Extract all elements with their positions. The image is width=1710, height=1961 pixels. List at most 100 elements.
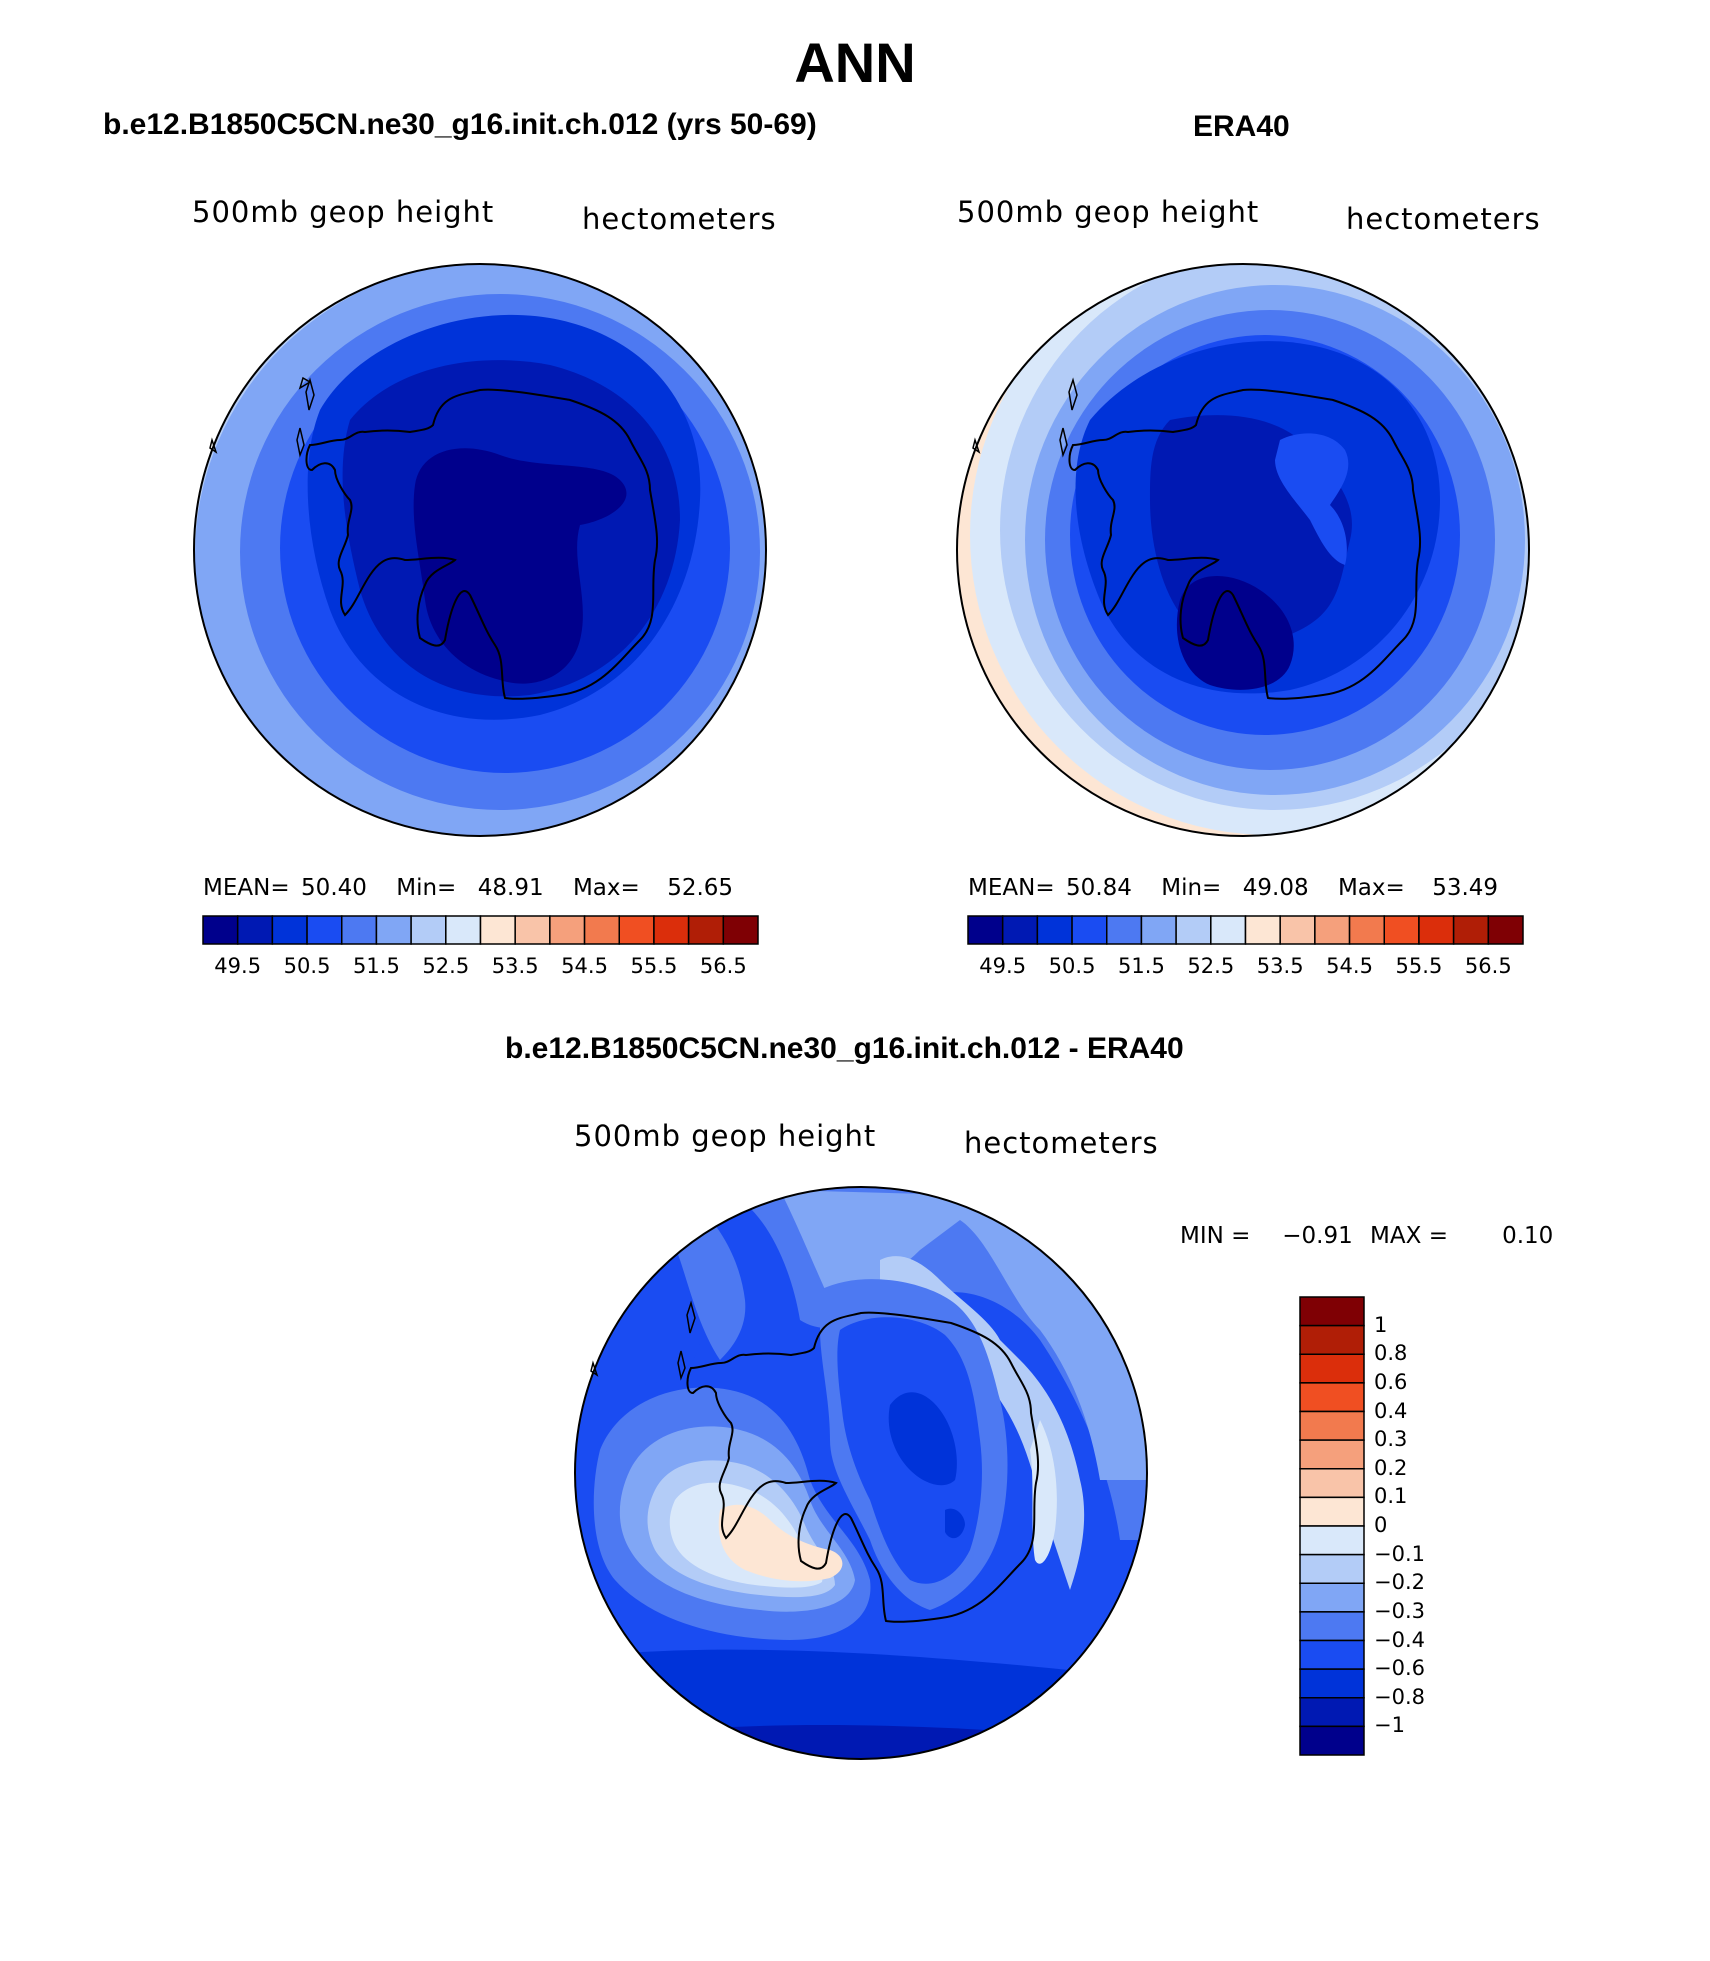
colorbar-swatch — [653, 915, 690, 945]
colorbar-tick-label: 0.2 — [1374, 1455, 1408, 1480]
colorbar-tick-label: 0.6 — [1374, 1369, 1408, 1394]
colorbar-swatch — [1299, 1296, 1365, 1327]
max-label: MAX = — [1370, 1223, 1448, 1249]
colorbar-swatch — [479, 915, 516, 945]
mean-label: MEAN= — [968, 875, 1055, 901]
mean-label: MEAN= — [203, 875, 290, 901]
diff-units-label: hectometers — [964, 1126, 1159, 1160]
colorbar-tick-label: −0.2 — [1374, 1570, 1425, 1595]
colorbar-swatch — [1175, 915, 1212, 945]
colorbar-swatch — [1418, 915, 1455, 945]
obs-stats: MEAN= 50.84 Min= 49.08 Max= 53.49 — [968, 875, 1498, 901]
colorbar-tick-label: 1 — [1374, 1312, 1388, 1337]
colorbar-swatch — [1299, 1668, 1365, 1699]
map-boundary — [956, 263, 1530, 837]
mean-value: 50.84 — [1066, 875, 1132, 901]
colorbar-swatch — [1244, 915, 1281, 945]
colorbar-swatch — [1210, 915, 1247, 945]
model-map — [193, 263, 767, 837]
colorbar-swatch — [1299, 1439, 1365, 1470]
colorbar-swatch — [375, 915, 412, 945]
colorbar-tick-label: 51.5 — [1118, 954, 1165, 978]
colorbar-tick-label: 49.5 — [979, 954, 1027, 978]
map-boundary — [193, 263, 767, 837]
colorbar-swatch — [1299, 1382, 1365, 1413]
model-variable-label: 500mb geop height — [192, 195, 495, 229]
colorbar-tick-label: 50.5 — [1048, 954, 1096, 978]
colorbar-tick-label: 53.5 — [491, 954, 539, 978]
map-boundary — [574, 1186, 1148, 1760]
min-label: Min= — [396, 875, 457, 901]
max-label: Max= — [572, 875, 640, 901]
diff-colorbar — [1299, 1296, 1365, 1756]
colorbar-tick-label: 54.5 — [561, 954, 608, 978]
model-stats: MEAN= 50.40 Min= 48.91 Max= 52.65 — [203, 875, 733, 901]
colorbar-swatch — [1299, 1525, 1365, 1556]
mean-value: 50.40 — [301, 875, 367, 901]
colorbar-tick-label: −0.8 — [1374, 1684, 1425, 1709]
colorbar-swatch — [236, 915, 274, 945]
colorbar-swatch — [445, 915, 482, 945]
colorbar-tick-label: −1 — [1374, 1713, 1405, 1738]
colorbar-tick-label: −0.3 — [1374, 1598, 1425, 1623]
colorbar-swatch — [1299, 1725, 1365, 1756]
max-value: 0.10 — [1502, 1223, 1554, 1249]
colorbar-swatch — [1299, 1611, 1365, 1642]
antarctica-coastline — [1068, 388, 1422, 700]
colorbar-swatch — [1299, 1353, 1365, 1384]
colorbar-swatch — [1036, 915, 1073, 945]
diff-map — [574, 1186, 1148, 1760]
colorbar-tick-label: 56.5 — [1464, 954, 1512, 978]
colorbar-swatch — [1299, 1468, 1365, 1499]
colorbar-swatch — [1299, 1324, 1365, 1355]
obs-case-title: ERA40 — [1193, 110, 1290, 143]
model-units-label: hectometers — [582, 202, 777, 236]
colorbar-tick-label: 56.5 — [699, 954, 747, 978]
colorbar-swatch — [1314, 915, 1351, 945]
colorbar-tick-label: 0.1 — [1374, 1484, 1408, 1509]
colorbar-swatch — [1140, 915, 1177, 945]
colorbar-swatch — [271, 915, 308, 945]
max-label: Max= — [1337, 875, 1405, 901]
colorbar-tick-label: 50.5 — [283, 954, 331, 978]
colorbar-tick-label: 51.5 — [353, 954, 400, 978]
diff-case-title: b.e12.B1850C5CN.ne30_g16.init.ch.012 - E… — [505, 1032, 1184, 1065]
colorbar-swatch — [514, 915, 551, 945]
colorbar-tick-label: 0.4 — [1374, 1398, 1408, 1423]
model-colorbar — [202, 915, 759, 945]
colorbar-swatch — [583, 915, 620, 945]
obs-map — [956, 263, 1530, 837]
colorbar-swatch — [1299, 1496, 1365, 1527]
colorbar-swatch — [1299, 1410, 1365, 1441]
obs-variable-label: 500mb geop height — [957, 195, 1260, 229]
colorbar-swatch — [1452, 915, 1490, 945]
colorbar-tick-label: 49.5 — [214, 954, 262, 978]
colorbar-tick-label: 52.5 — [422, 954, 470, 978]
min-label: MIN = — [1180, 1223, 1251, 1249]
diff-variable-label: 500mb geop height — [574, 1119, 877, 1153]
colorbar-swatch — [687, 915, 725, 945]
obs-units-label: hectometers — [1346, 202, 1541, 236]
colorbar-swatch — [341, 915, 378, 945]
antarctica-coastline — [686, 1311, 1040, 1623]
colorbar-swatch — [1299, 1697, 1365, 1728]
colorbar-swatch — [1001, 915, 1039, 945]
min-label: Min= — [1161, 875, 1222, 901]
min-value: −0.91 — [1282, 1223, 1353, 1249]
colorbar-tick-label: 0 — [1374, 1513, 1388, 1537]
colorbar-swatch — [1383, 915, 1420, 945]
colorbar-swatch — [1299, 1639, 1365, 1670]
diff-stats: MIN = −0.91 MAX = 0.10 — [1180, 1223, 1553, 1249]
min-value: 49.08 — [1242, 875, 1309, 901]
colorbar-swatch — [1071, 915, 1108, 945]
colorbar-swatch — [410, 915, 447, 945]
colorbar-swatch — [967, 915, 1004, 945]
colorbar-swatch — [1299, 1582, 1365, 1613]
colorbar-swatch — [306, 915, 343, 945]
colorbar-tick-label: 0.3 — [1374, 1427, 1408, 1452]
colorbar-tick-label: −0.4 — [1374, 1627, 1425, 1652]
colorbar-swatch — [1487, 915, 1524, 945]
colorbar-swatch — [722, 915, 759, 945]
colorbar-swatch — [1348, 915, 1385, 945]
